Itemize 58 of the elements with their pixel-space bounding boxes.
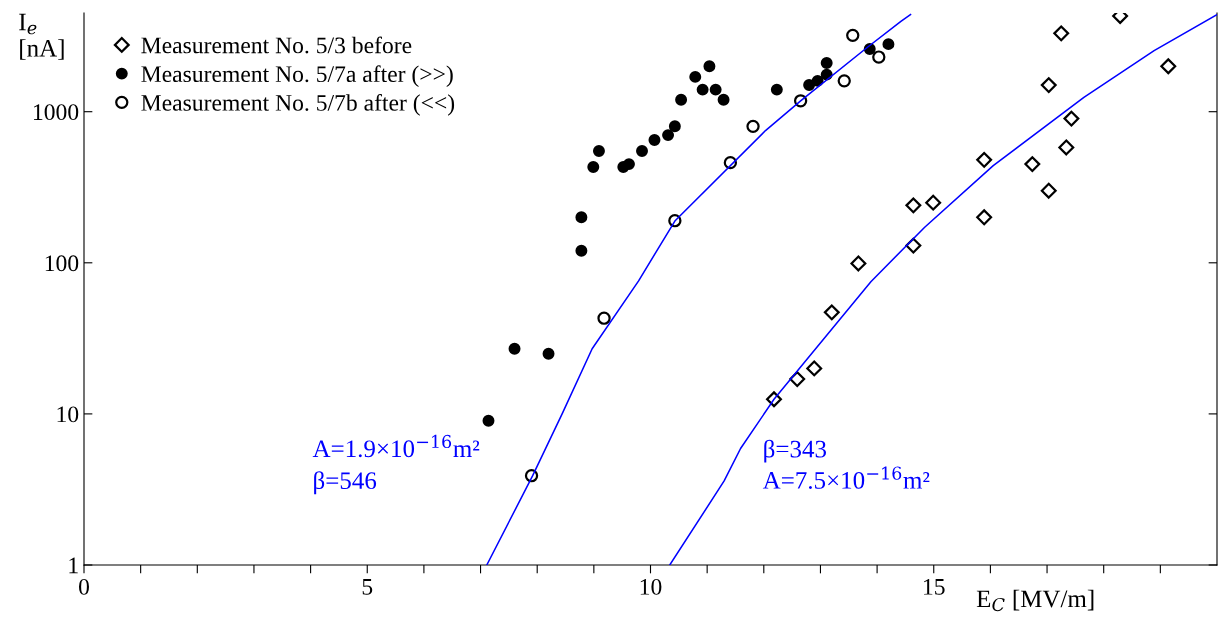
point	[1053, 25, 1070, 42]
legend-label: Measurement No. 5/7b after (<<)	[141, 93, 455, 116]
point	[1024, 156, 1041, 173]
legend-label: Measurement No. 5/3 before	[141, 36, 412, 54]
annotation: β=343 A=7.5×10$^{−16}$m²	[762, 439, 930, 489]
point	[717, 93, 730, 106]
point	[1040, 182, 1057, 199]
point	[846, 28, 860, 43]
y-tick-label: 1	[69, 557, 78, 574]
point	[709, 83, 722, 96]
point	[976, 209, 993, 226]
point	[482, 414, 495, 427]
point	[575, 244, 588, 257]
point	[648, 134, 661, 146]
point	[542, 347, 555, 360]
x-tick-label: 5	[362, 579, 373, 595]
point	[675, 93, 688, 106]
point	[1040, 77, 1057, 94]
x-axis-title: E$_{C}$ [MV/m]	[976, 589, 1094, 612]
point	[623, 158, 635, 171]
point	[820, 57, 833, 69]
point	[662, 129, 675, 142]
point	[746, 119, 760, 134]
y-tick-label: 10	[57, 406, 79, 423]
point	[976, 151, 993, 168]
point	[592, 144, 605, 157]
point	[872, 50, 886, 64]
point	[789, 371, 806, 388]
y-tick-label: 1000	[33, 104, 79, 121]
y-tick-label: 100	[45, 255, 79, 272]
point	[882, 38, 895, 51]
point	[636, 144, 648, 157]
point	[696, 83, 709, 96]
point	[770, 83, 783, 96]
point	[823, 304, 840, 321]
point	[806, 360, 823, 377]
point	[587, 161, 600, 174]
point	[803, 79, 816, 92]
x-tick-label: 0	[79, 578, 89, 595]
point	[837, 74, 851, 88]
y-axis-title: I$_{e}$ [nA]	[19, 13, 64, 60]
point	[1058, 139, 1075, 156]
point	[1160, 58, 1177, 75]
x-tick-label: 10	[640, 578, 662, 595]
x-tick-label: 15	[924, 578, 945, 595]
point	[703, 60, 716, 73]
point	[925, 194, 942, 211]
point	[905, 197, 922, 214]
point	[1063, 110, 1080, 127]
legend-label: Measurement No. 5/7a after (>>)	[141, 65, 453, 87]
point	[811, 74, 824, 87]
point	[575, 211, 588, 224]
point	[508, 342, 521, 355]
point	[850, 255, 867, 272]
point	[597, 311, 611, 325]
point	[689, 70, 702, 83]
text: A=1.9×10$^{−16}$m² β=546	[312, 434, 480, 495]
point	[668, 120, 681, 133]
